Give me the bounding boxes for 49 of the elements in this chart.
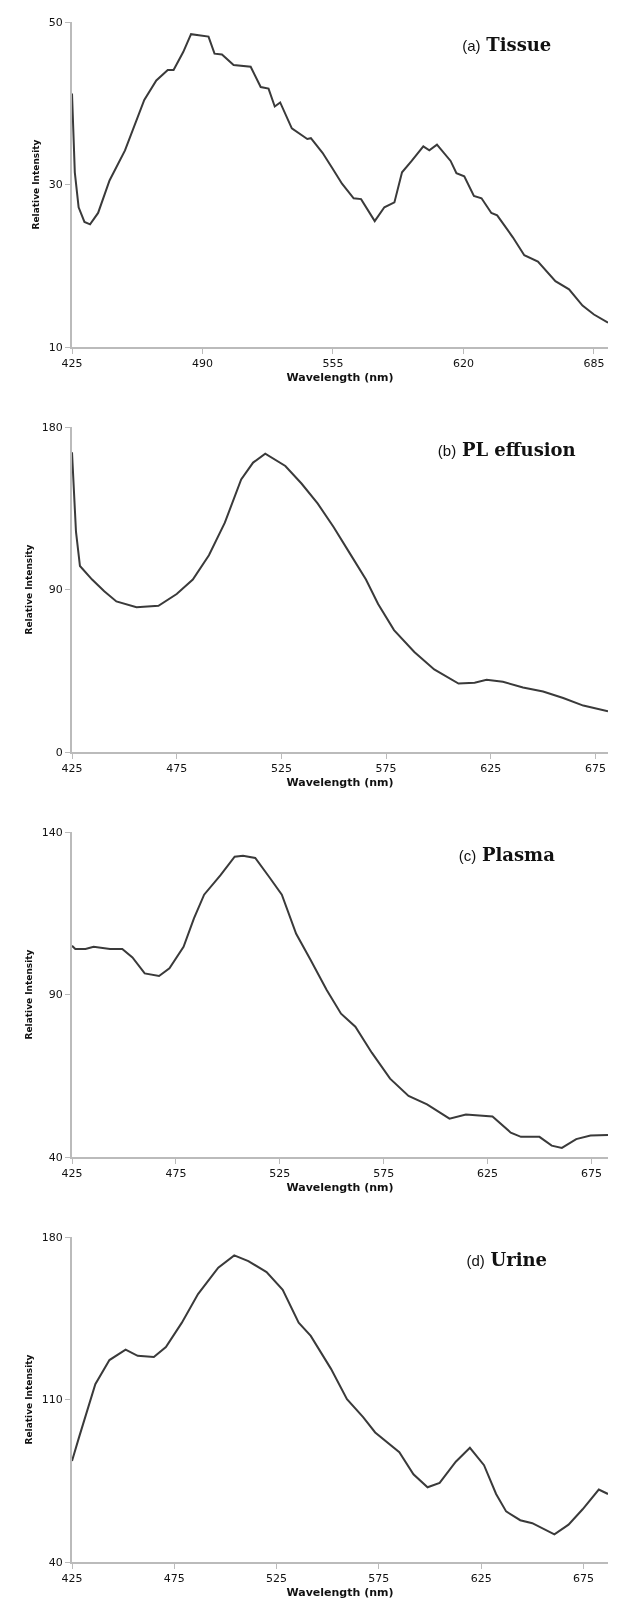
x-tick-label: 425 <box>61 1572 83 1586</box>
x-tick-label: 575 <box>375 762 397 776</box>
y-tick-label: 40 <box>48 1555 63 1569</box>
text: (d) Urine <box>466 1249 548 1271</box>
x-tick-label: 425 <box>61 1167 83 1181</box>
y-tick-label: 140 <box>41 825 63 839</box>
x-tick-label: 425 <box>61 357 83 371</box>
x-tick-label: 525 <box>266 1572 288 1586</box>
x-tick-label: 475 <box>165 1167 187 1181</box>
x-tick-label: 525 <box>270 762 292 776</box>
x-tick-label: 620 <box>452 357 474 371</box>
x-tick-label: 475 <box>163 1572 185 1586</box>
y-tick-label: 10 <box>48 340 63 354</box>
x-tick-label: 575 <box>368 1572 390 1586</box>
y-axis-title: Relative Intensity <box>23 1354 34 1445</box>
y-tick-label: 40 <box>48 1150 63 1164</box>
text: (c) Plasma <box>458 844 556 866</box>
y-tick-label: 110 <box>41 1393 63 1407</box>
x-tick-label: 575 <box>373 1167 395 1181</box>
x-tick-label: 525 <box>269 1167 291 1181</box>
x-tick-label: 425 <box>61 762 83 776</box>
y-tick-label: 50 <box>48 15 63 29</box>
x-tick-label: 625 <box>470 1572 492 1586</box>
y-axis-title: Relative Intensity <box>23 544 34 635</box>
x-axis-title: Wavelength (nm) <box>286 370 394 384</box>
x-tick-label: 685 <box>583 357 605 371</box>
x-tick-label: 675 <box>580 1167 602 1181</box>
x-axis-title: Wavelength (nm) <box>286 1585 394 1599</box>
x-tick-label: 555 <box>322 357 344 371</box>
y-axis-title: Relative Intensity <box>23 949 34 1040</box>
x-tick-label: 490 <box>191 357 213 371</box>
x-axis-title: Wavelength (nm) <box>286 775 394 789</box>
line-series <box>72 1254 608 1536</box>
x-tick-label: 675 <box>584 762 606 776</box>
text: (b) PL effusion <box>437 439 576 461</box>
y-tick-label: 30 <box>48 178 63 192</box>
y-tick-label: 180 <box>41 420 63 434</box>
y-tick-label: 180 <box>41 1230 63 1244</box>
x-tick-label: 625 <box>477 1167 498 1181</box>
x-tick-label: 675 <box>572 1572 594 1586</box>
x-axis-title: Wavelength (nm) <box>286 1180 394 1194</box>
y-tick-label: 90 <box>48 988 63 1002</box>
x-tick-label: 625 <box>480 762 502 776</box>
y-tick-label: 90 <box>48 583 63 597</box>
x-tick-label: 475 <box>166 762 188 776</box>
y-tick-label: 0 <box>55 745 63 759</box>
y-axis-title: Relative Intensity <box>30 139 41 230</box>
text: (a) Tissue <box>462 34 552 56</box>
line-series <box>72 33 608 324</box>
